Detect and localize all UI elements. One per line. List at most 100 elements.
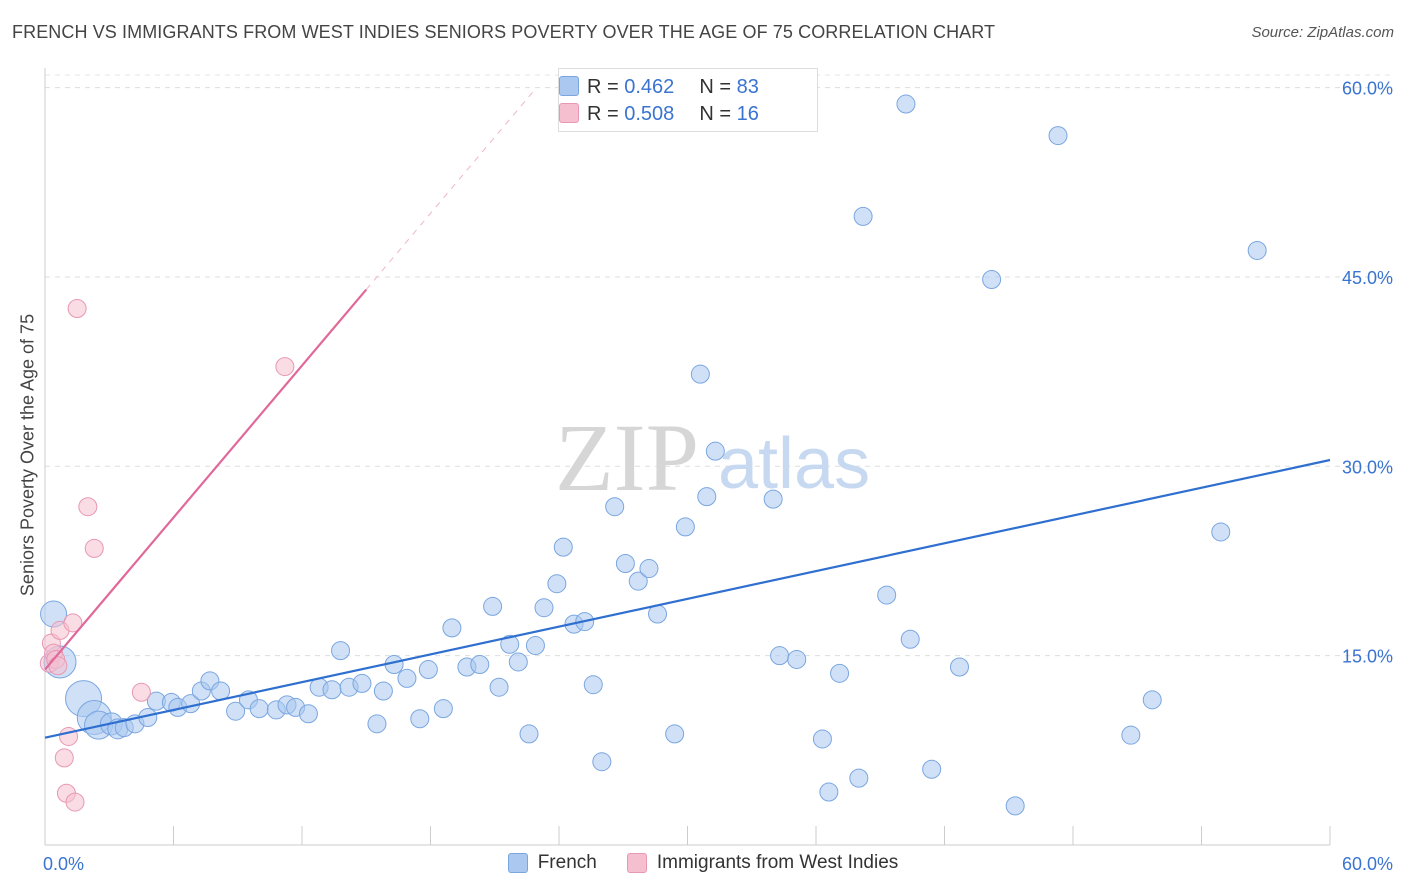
data-point-french xyxy=(853,206,873,226)
stats-n-label: N = xyxy=(699,75,732,98)
data-point-french xyxy=(226,701,246,721)
data-point-french xyxy=(1247,240,1267,260)
stats-n-label: N = xyxy=(699,102,732,125)
y-tick-label: 60.0% xyxy=(1342,79,1393,99)
data-point-west-indies xyxy=(78,497,98,517)
data-point-west-indies xyxy=(67,299,87,319)
data-point-french xyxy=(331,641,351,661)
data-point-french xyxy=(470,654,490,674)
data-point-french xyxy=(949,657,969,677)
data-point-french xyxy=(830,663,850,683)
y-tick-label: 30.0% xyxy=(1342,457,1393,477)
data-point-french xyxy=(697,487,717,507)
data-point-french xyxy=(1005,796,1025,816)
stats-r-value: 0.462 xyxy=(624,75,675,98)
data-point-west-indies xyxy=(275,357,295,377)
y-tick-label: 15.0% xyxy=(1342,647,1393,667)
stats-r-label: R = xyxy=(587,102,619,125)
data-point-french xyxy=(900,629,920,649)
data-point-french xyxy=(322,680,342,700)
data-point-west-indies xyxy=(84,538,104,558)
watermark-atlas: atlas xyxy=(718,424,870,504)
data-point-french xyxy=(519,724,539,744)
data-point-french xyxy=(249,699,269,719)
axes xyxy=(44,68,1331,846)
trend-line-french xyxy=(44,458,1331,739)
x-tick-label: 60.0% xyxy=(1342,854,1393,874)
data-point-french xyxy=(1142,690,1162,710)
watermark: ZIP atlas xyxy=(555,404,870,511)
data-point-french xyxy=(397,668,417,688)
stats-r-value: 0.508 xyxy=(624,102,675,125)
data-point-french xyxy=(433,699,453,719)
legend-swatch-west-indies xyxy=(626,853,647,873)
stats-n-value: 83 xyxy=(736,75,759,98)
stats-box: R = 0.462 N = 83 R = 0.508 N = 16 xyxy=(558,68,818,132)
data-point-french xyxy=(615,554,635,574)
trend-line-west-indies xyxy=(44,288,368,671)
data-point-french xyxy=(547,574,567,594)
stats-swatch-french xyxy=(559,76,579,96)
gridlines xyxy=(45,74,1392,657)
x-tick-label: 0.0% xyxy=(43,854,84,874)
data-point-french xyxy=(483,596,503,616)
data-point-french xyxy=(508,652,528,672)
legend-item-french[interactable]: French xyxy=(507,852,597,874)
data-point-french xyxy=(705,441,725,461)
watermark-zip: ZIP xyxy=(555,404,699,511)
data-point-french xyxy=(1121,725,1141,745)
data-point-french xyxy=(298,704,318,724)
data-point-french xyxy=(763,489,783,509)
data-point-french xyxy=(605,497,625,517)
source-label: Source: ZipAtlas.com xyxy=(1251,24,1394,41)
data-point-french xyxy=(553,537,573,557)
tick-labels: 15.0% 30.0% 45.0% 60.0% 0.0% 60.0% xyxy=(43,79,1393,874)
data-point-french xyxy=(770,646,790,666)
legend-item-west-indies[interactable]: Immigrants from West Indies xyxy=(626,852,899,874)
data-point-french xyxy=(1211,522,1231,542)
data-point-french xyxy=(787,649,807,669)
y-tick-label: 45.0% xyxy=(1342,268,1393,288)
stats-swatch-west-indies xyxy=(559,103,579,123)
data-point-french xyxy=(665,724,685,744)
data-point-french xyxy=(352,673,372,693)
data-point-french xyxy=(628,571,648,591)
data-point-french xyxy=(373,681,393,701)
data-point-west-indies xyxy=(54,748,74,768)
data-point-west-indies xyxy=(63,613,83,633)
stats-n-value: 16 xyxy=(736,102,759,125)
data-point-french xyxy=(849,768,869,788)
data-point-french xyxy=(592,752,612,772)
legend-swatch-french xyxy=(507,853,528,873)
data-point-west-indies xyxy=(131,682,151,702)
data-point-french xyxy=(534,598,554,618)
trend-extension-west-indies xyxy=(365,91,534,290)
stats-row-west-indies: R = 0.508 N = 16 xyxy=(559,100,759,128)
stats-r-label: R = xyxy=(587,75,619,98)
data-point-french xyxy=(583,675,603,695)
data-point-french xyxy=(982,269,1002,289)
data-point-french xyxy=(690,364,710,384)
data-point-french xyxy=(489,677,509,697)
legend: French Immigrants from West Indies xyxy=(0,852,1406,874)
data-point-french xyxy=(442,618,462,638)
chart-title: FRENCH VS IMMIGRANTS FROM WEST INDIES SE… xyxy=(12,22,996,42)
data-point-french xyxy=(500,634,520,654)
data-point-french xyxy=(639,559,659,579)
data-point-french xyxy=(896,94,916,114)
data-point-french xyxy=(877,585,897,605)
data-point-french xyxy=(367,714,387,734)
data-point-french xyxy=(1048,126,1068,146)
legend-label-french: French xyxy=(537,852,597,873)
data-point-french xyxy=(819,782,839,802)
legend-label-west-indies: Immigrants from West Indies xyxy=(656,852,899,873)
data-point-french xyxy=(675,517,695,537)
trend-lines xyxy=(44,91,1331,739)
data-point-french xyxy=(418,660,438,680)
data-point-west-indies xyxy=(48,656,68,676)
data-point-french xyxy=(525,636,545,656)
stats-row-french: R = 0.462 N = 83 xyxy=(559,73,759,101)
data-point-french xyxy=(410,709,430,729)
data-point-west-indies xyxy=(65,792,85,812)
